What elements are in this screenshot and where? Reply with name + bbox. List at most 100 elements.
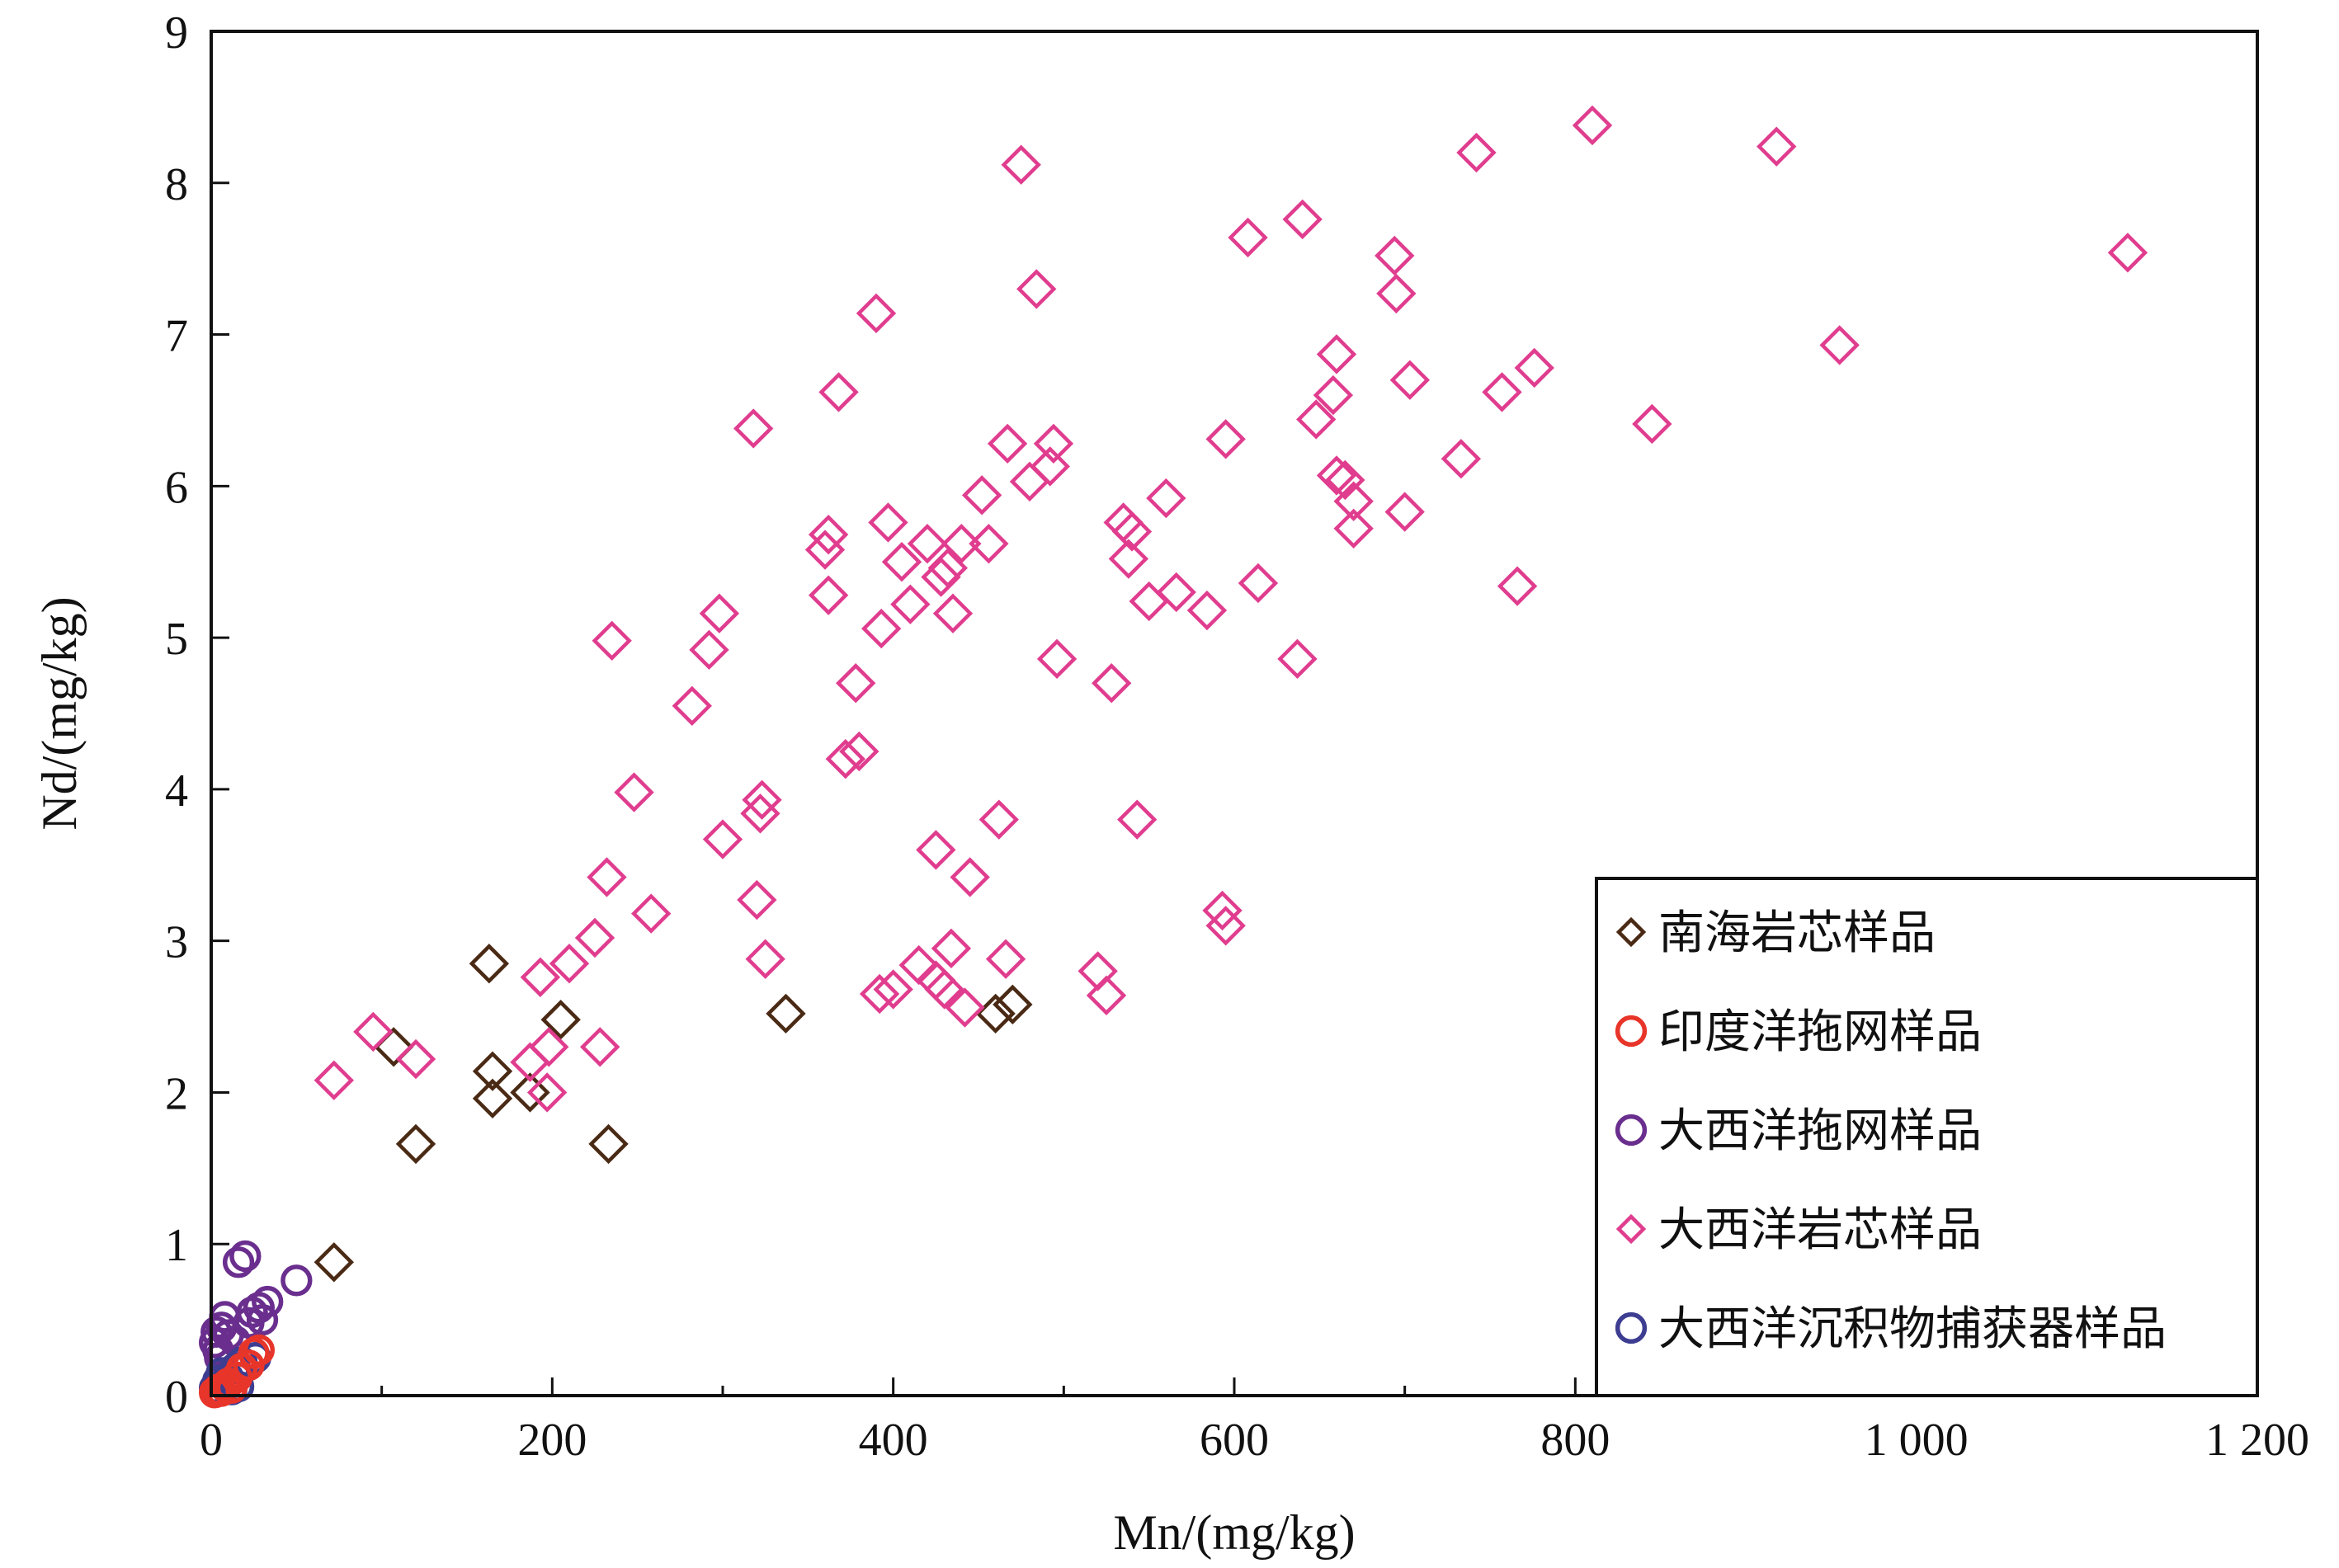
data-point bbox=[1001, 144, 1041, 185]
data-point bbox=[856, 293, 897, 334]
data-point bbox=[808, 575, 849, 615]
data-point bbox=[281, 1264, 313, 1297]
data-point bbox=[1389, 360, 1431, 400]
data-point bbox=[979, 799, 1019, 840]
data-point bbox=[737, 879, 777, 921]
data-point bbox=[588, 1123, 629, 1165]
data-point bbox=[314, 1060, 354, 1100]
data-point bbox=[672, 685, 712, 726]
data-point bbox=[469, 944, 510, 984]
data-point bbox=[745, 939, 785, 979]
legend-label: 大西洋岩芯样品 bbox=[1658, 1203, 1982, 1257]
y-tick-label: 7 bbox=[165, 311, 188, 362]
legend-label: 大西洋拖网样品 bbox=[1658, 1104, 1982, 1158]
data-point bbox=[1111, 511, 1153, 552]
x-tick-label: 1 000 bbox=[1865, 1415, 1969, 1466]
data-point bbox=[699, 593, 740, 633]
data-point bbox=[818, 372, 859, 412]
data-point bbox=[252, 1285, 284, 1318]
data-point bbox=[1313, 374, 1354, 416]
data-point bbox=[836, 663, 876, 704]
data-point bbox=[985, 939, 1026, 979]
data-point bbox=[1146, 478, 1186, 519]
data-point bbox=[969, 523, 1009, 564]
data-point bbox=[859, 973, 900, 1015]
data-point bbox=[243, 1334, 276, 1367]
data-point bbox=[1036, 638, 1078, 680]
data-point bbox=[987, 423, 1028, 464]
legend-marker bbox=[1615, 1311, 1648, 1344]
data-point bbox=[890, 584, 931, 624]
series-3 bbox=[314, 105, 2148, 1113]
x-tick-label: 400 bbox=[859, 1415, 928, 1466]
legend-marker bbox=[1615, 1015, 1648, 1048]
data-point bbox=[631, 893, 672, 934]
data-point bbox=[1186, 590, 1228, 631]
data-point bbox=[733, 408, 774, 449]
data-point bbox=[592, 620, 632, 661]
data-point bbox=[246, 1303, 279, 1336]
data-point bbox=[1296, 399, 1337, 440]
data-point bbox=[1333, 481, 1374, 521]
y-axis-title: Nd/(mg/kg) bbox=[32, 596, 87, 830]
data-point bbox=[1441, 439, 1482, 479]
data-point bbox=[1482, 372, 1522, 412]
data-point bbox=[353, 1011, 394, 1052]
data-point bbox=[395, 1038, 436, 1080]
data-point bbox=[766, 993, 806, 1034]
data-point bbox=[932, 593, 974, 633]
data-point bbox=[1228, 217, 1268, 258]
data-point bbox=[868, 502, 908, 543]
data-point bbox=[580, 1027, 620, 1067]
data-point bbox=[1514, 347, 1554, 388]
data-point bbox=[510, 1072, 550, 1113]
data-point bbox=[314, 1242, 354, 1283]
data-point bbox=[993, 984, 1033, 1025]
data-point bbox=[540, 1000, 581, 1040]
data-point bbox=[520, 957, 561, 997]
data-point bbox=[1384, 492, 1425, 532]
data-point bbox=[907, 523, 948, 564]
data-point bbox=[742, 779, 782, 820]
data-point bbox=[1572, 105, 1613, 146]
data-point bbox=[1016, 269, 1057, 309]
data-point bbox=[614, 772, 654, 812]
legend-label: 印度洋拖网样品 bbox=[1658, 1005, 1982, 1059]
data-point bbox=[702, 819, 743, 859]
data-point bbox=[1333, 508, 1374, 549]
data-point bbox=[873, 969, 913, 1010]
data-point bbox=[927, 548, 968, 588]
y-tick-label: 4 bbox=[165, 765, 188, 817]
legend-label: 大西洋沉积物捕获器样品 bbox=[1658, 1302, 2167, 1356]
legend-marker bbox=[1615, 916, 1647, 948]
data-point bbox=[1497, 566, 1538, 606]
data-point bbox=[941, 523, 982, 564]
legend-marker bbox=[1615, 1114, 1648, 1147]
y-tick-label: 2 bbox=[165, 1068, 188, 1119]
data-point bbox=[1375, 235, 1415, 276]
data-point bbox=[229, 1240, 262, 1273]
data-point bbox=[1632, 403, 1672, 445]
data-point bbox=[1277, 638, 1318, 680]
y-tick-label: 5 bbox=[165, 614, 188, 665]
x-tick-label: 600 bbox=[1200, 1415, 1269, 1466]
data-point bbox=[1117, 799, 1158, 840]
data-point bbox=[1202, 890, 1243, 931]
y-tick-label: 8 bbox=[165, 159, 188, 210]
x-axis-title: Mn/(mg/kg) bbox=[1113, 1505, 1355, 1560]
data-point bbox=[825, 738, 865, 779]
data-point bbox=[472, 1051, 513, 1091]
data-point bbox=[574, 917, 615, 958]
data-point bbox=[1325, 459, 1365, 501]
data-point bbox=[1156, 572, 1196, 613]
data-point bbox=[945, 987, 985, 1028]
legend-box bbox=[1595, 877, 2259, 1397]
data-point bbox=[1086, 975, 1127, 1016]
data-point bbox=[1456, 132, 1497, 173]
data-point bbox=[587, 857, 627, 897]
legend-marker bbox=[1615, 1213, 1647, 1245]
data-point bbox=[1033, 423, 1074, 464]
data-point bbox=[2107, 233, 2148, 273]
data-point bbox=[689, 629, 729, 670]
